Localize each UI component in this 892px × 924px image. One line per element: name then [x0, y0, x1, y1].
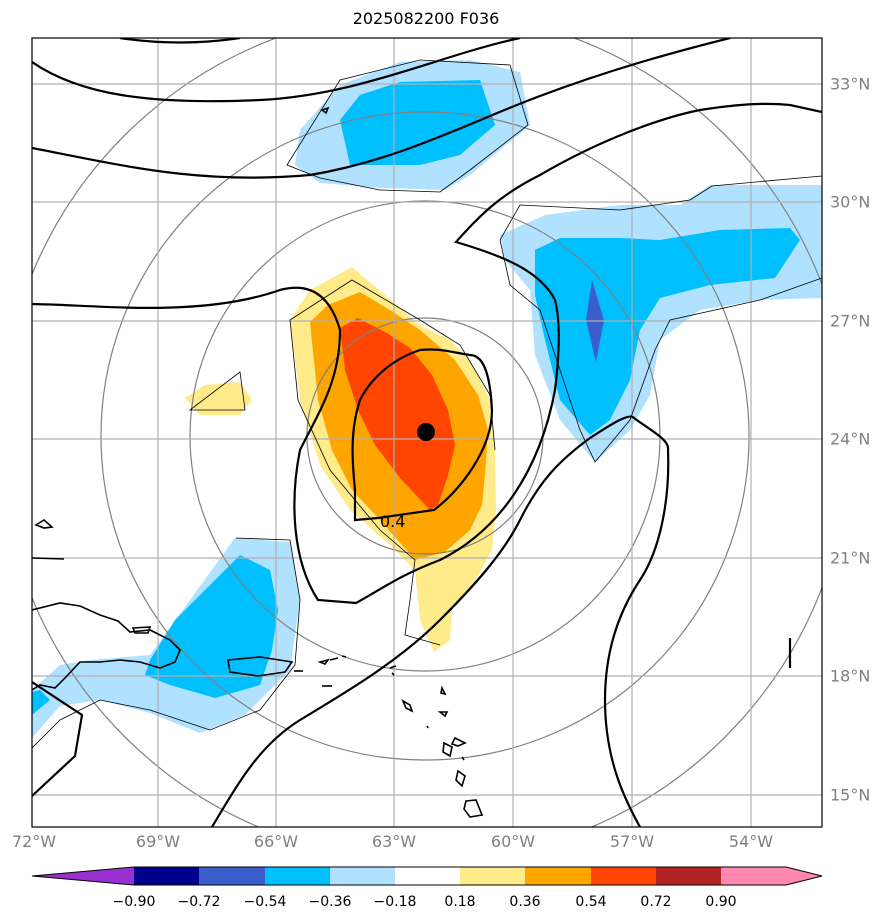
colorbar-bin-1 [134, 867, 199, 885]
lat-tick-label: 27°N [830, 311, 871, 331]
lat-tick-label: 15°N [830, 785, 871, 805]
colorbar-label: −0.18 [373, 894, 417, 910]
lat-tick-label: 30°N [830, 192, 871, 212]
lon-tick-label: 60°W [490, 832, 536, 851]
map-plot-area [32, 38, 822, 827]
lon-tick-label: 66°W [253, 832, 299, 851]
gridlines [32, 38, 822, 827]
lat-tick-label: 24°N [830, 429, 871, 449]
colorbar-bin-6 [460, 867, 525, 885]
coastlines [32, 106, 484, 818]
colorbar-extend-left [32, 867, 134, 885]
colorbar-label: 0.90 [705, 894, 737, 910]
colorbar-bin-4 [330, 867, 395, 885]
lon-tick-label: 57°W [609, 832, 655, 851]
lon-tick-label: 69°W [135, 832, 181, 851]
colorbar-label: −0.90 [112, 894, 156, 910]
colorbar [31, 866, 823, 886]
thick-contours [32, 38, 822, 827]
colorbar-label: 0.72 [640, 894, 672, 910]
thin-contours [32, 59, 822, 749]
colorbar-outline [31, 866, 823, 886]
lat-tick-label: 33°N [830, 74, 871, 94]
colorbar-bin-2 [199, 867, 265, 885]
colorbar-label: 0.18 [444, 894, 476, 910]
lat-tick-label: 21°N [830, 548, 871, 568]
colorbar-bin-10 [721, 867, 786, 885]
lon-tick-label: 63°W [371, 832, 417, 851]
colorbar-bin-3 [265, 867, 330, 885]
colorbar-bin-8 [591, 867, 656, 885]
colorbar-label: −0.36 [308, 894, 352, 910]
colorbar-label: −0.54 [243, 894, 287, 910]
colorbar-extend-right [786, 867, 822, 885]
lon-tick-label: 72°W [11, 832, 57, 851]
shading-red-orange [340, 318, 455, 510]
map-title: 2025082200 F036 [352, 9, 500, 28]
contour-label: 0.4 [380, 512, 406, 531]
storm-center-dot [417, 423, 435, 441]
colorbar-bin-9 [656, 867, 721, 885]
colorbar-bin-5 [395, 867, 460, 885]
lon-tick-label: 54°W [728, 832, 774, 851]
colorbar-label: 0.54 [575, 894, 607, 910]
colorbar-bin-7 [525, 867, 591, 885]
colorbar-label: −0.72 [177, 894, 221, 910]
map-frame [31, 37, 823, 828]
colorbar-label: 0.36 [509, 894, 541, 910]
lat-tick-label: 18°N [830, 666, 871, 686]
